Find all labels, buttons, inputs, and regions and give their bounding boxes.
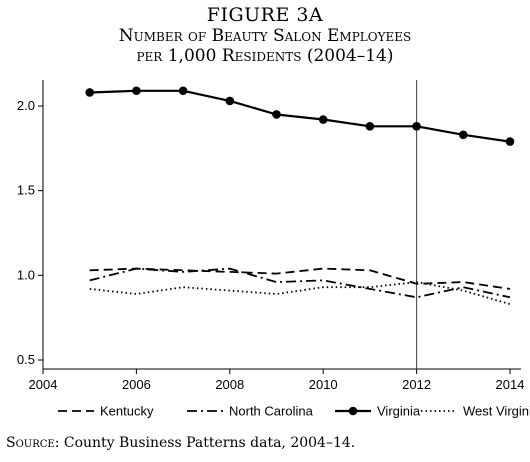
source-note: Source: County Business Patterns data, 2…	[6, 435, 355, 451]
point-virginia	[318, 115, 328, 124]
y-tick-label: 2.0	[17, 98, 35, 113]
x-tick-label: 2010	[309, 377, 338, 392]
x-tick-label: 2012	[402, 377, 431, 392]
legend-label-north-carolina: North Carolina	[229, 404, 314, 419]
x-tick-label: 2006	[122, 377, 151, 392]
axes: 0.5 1.0 1.5 2.0 2004 2006 2008 2010 2012 2014	[17, 80, 525, 392]
figure-title: Number of Beauty Salon Employees	[118, 26, 412, 46]
y-tick-label: 0.5	[17, 352, 35, 367]
series-line-west-virginia	[89, 281, 511, 305]
series-line-kentucky	[89, 267, 511, 290]
point-virginia	[132, 86, 141, 96]
y-tick-label: 1.0	[17, 267, 35, 282]
y-tick-label: 1.5	[17, 183, 35, 198]
point-virginia	[272, 110, 281, 119]
legend-marker-virginia	[348, 406, 358, 416]
point-virginia	[178, 86, 188, 96]
x-tick-label: 2008	[215, 377, 244, 392]
legend-label-kentucky: Kentucky	[100, 404, 154, 419]
legend: Kentucky North Carolina Virginia West Virgi…	[58, 404, 530, 419]
figure-subtitle: per 1,000 Residents (2004–14)	[136, 46, 394, 66]
source-text: County Business Patterns data, 2004–14.	[63, 435, 356, 451]
series-line-virginia	[89, 89, 511, 143]
point-virginia	[365, 122, 375, 131]
point-virginia	[225, 96, 235, 106]
point-virginia	[85, 88, 94, 97]
point-virginia	[505, 137, 515, 146]
source-label: Source:	[6, 435, 60, 451]
legend-label-virginia: Virginia	[377, 404, 421, 419]
x-tick-label: 2014	[496, 377, 525, 392]
legend-label-west-virginia: West Virginia	[463, 404, 530, 419]
point-virginia	[459, 130, 468, 140]
series-group	[85, 86, 515, 305]
x-tick-label: 2004	[29, 377, 58, 392]
series-line-north-carolina	[89, 267, 511, 299]
point-virginia	[412, 122, 421, 131]
figure-number: FIGURE 3A	[206, 4, 324, 26]
